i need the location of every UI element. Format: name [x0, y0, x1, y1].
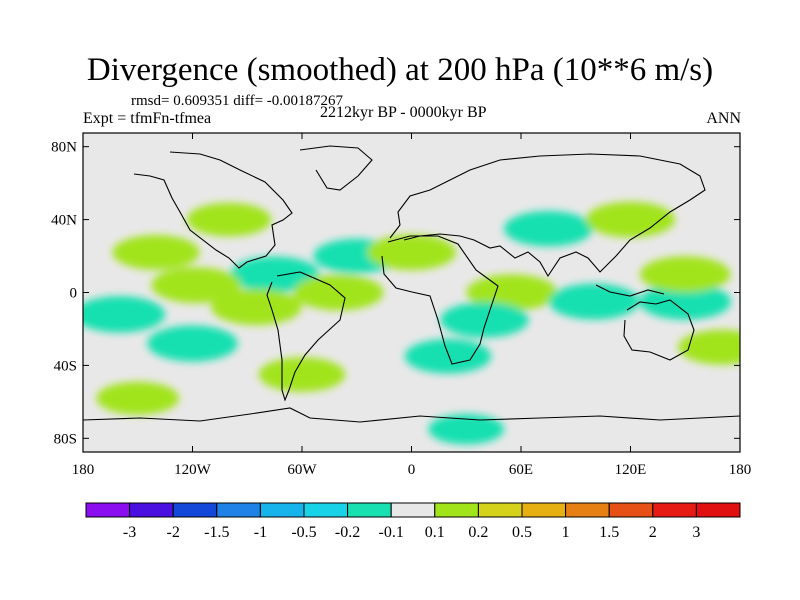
- x-tick-label: 120W: [174, 462, 212, 478]
- coastline-australia: [623, 299, 695, 361]
- colorbar-label: -1: [254, 524, 267, 541]
- anomaly-contour-16: [186, 202, 272, 237]
- y-tick-label: 40N: [51, 213, 77, 229]
- anomaly-contour-4: [211, 289, 302, 326]
- colorbar-swatch: [477, 502, 523, 518]
- coastline-africa: [381, 235, 499, 365]
- map-axes: 180 120W 60W 0 60E 120E 180 80N 40N 0 40S 80S: [51, 133, 751, 478]
- x-tick-label: 60W: [287, 462, 317, 478]
- colorbar-swatch: [565, 502, 610, 518]
- colorbar-swatch: [521, 502, 567, 518]
- anomaly-contour-10: [440, 302, 529, 338]
- anomaly-contour-11: [639, 283, 731, 320]
- colorbar-swatch: [85, 502, 131, 518]
- y-tick-label: 80S: [54, 431, 77, 447]
- colorbar-swatch: [390, 502, 436, 518]
- coastline-indonesia: [595, 284, 665, 297]
- colorbar-label: -0.1: [379, 524, 404, 541]
- anomaly-contour-9: [466, 274, 558, 311]
- colorbar-swatch: [172, 502, 218, 518]
- anomaly-contour-18: [258, 357, 346, 392]
- anomaly-contour-1: [147, 325, 238, 362]
- anomaly-contour-19: [678, 329, 740, 365]
- colorbar-label: 0.2: [468, 524, 488, 541]
- colorbar-label: 2: [649, 524, 657, 541]
- colorbar-swatch: [129, 502, 174, 518]
- smoothed-field: [83, 201, 740, 445]
- anomaly-contour-3: [151, 267, 242, 304]
- anomaly-field: [83, 201, 740, 445]
- anomaly-contour-2: [229, 256, 320, 293]
- coastline-eurasia: [389, 153, 706, 278]
- colorbar-swatch: [608, 502, 654, 518]
- y-tick-label: 0: [70, 286, 78, 302]
- experiment-label: Expt = tfmFn-tfmea: [83, 110, 212, 127]
- colorbar-label: 3: [692, 524, 700, 541]
- colorbar-label: 1.5: [599, 524, 619, 541]
- x-tick-label: 0: [408, 462, 416, 478]
- coastline-south-america: [266, 271, 346, 402]
- anomaly-contour-8: [367, 234, 456, 271]
- season-label: ANN: [706, 110, 741, 127]
- colorbar-swatch: [652, 502, 697, 518]
- colorbar-label: -0.2: [335, 524, 360, 541]
- anomaly-contour-15: [585, 201, 676, 238]
- colorbar-swatch: [347, 502, 392, 518]
- time-period-label: 2212kyr BP - 0000kyr BP: [320, 104, 487, 121]
- colorbar-swatch: [695, 502, 741, 518]
- anomaly-contour-21: [428, 414, 505, 445]
- x-tick-label: 180: [72, 462, 95, 478]
- rmsd-diff-stats: rmsd= 0.609351 diff= -0.00187267: [131, 93, 344, 109]
- colorbar-label: 0.5: [512, 524, 532, 541]
- x-tick-label: 60E: [509, 462, 533, 478]
- plot-title: Divergence (smoothed) at 200 hPa (10**6 …: [86, 52, 714, 88]
- y-tick-label: 40S: [54, 358, 77, 374]
- anomaly-contour-14: [504, 211, 593, 247]
- colorbar: -3 -2 -1.5 -1 -0.5 -0.2 -0.1 0.1 0.2 0.5 1 1.5 2 3: [85, 502, 741, 541]
- anomaly-contour-12: [639, 256, 731, 293]
- coastline-antarctica: [83, 407, 740, 423]
- coastline-greenland: [299, 145, 373, 191]
- anomaly-contour-20: [96, 381, 180, 415]
- colorbar-label: 1: [562, 524, 570, 541]
- colorbar-label: 0.1: [425, 524, 445, 541]
- colorbar-swatch: [434, 502, 479, 518]
- x-tick-label: 180: [729, 462, 752, 478]
- x-tick-label: 120E: [615, 462, 647, 478]
- colorbar-label: -3: [123, 524, 136, 541]
- colorbar-label: -2: [167, 524, 180, 541]
- anomaly-contour-5: [112, 235, 200, 270]
- coastlines: [83, 145, 740, 423]
- y-tick-label: 80N: [51, 140, 77, 156]
- colorbar-label: -0.5: [291, 524, 316, 541]
- colorbar-swatch: [259, 502, 305, 518]
- colorbar-swatch: [303, 502, 349, 518]
- anomaly-contour-13: [548, 283, 640, 320]
- anomaly-contour-17: [404, 339, 492, 374]
- colorbar-label: -1.5: [204, 524, 229, 541]
- colorbar-swatch: [216, 502, 261, 518]
- anomaly-contour-0: [83, 296, 166, 333]
- coastline-north-america: [133, 151, 293, 269]
